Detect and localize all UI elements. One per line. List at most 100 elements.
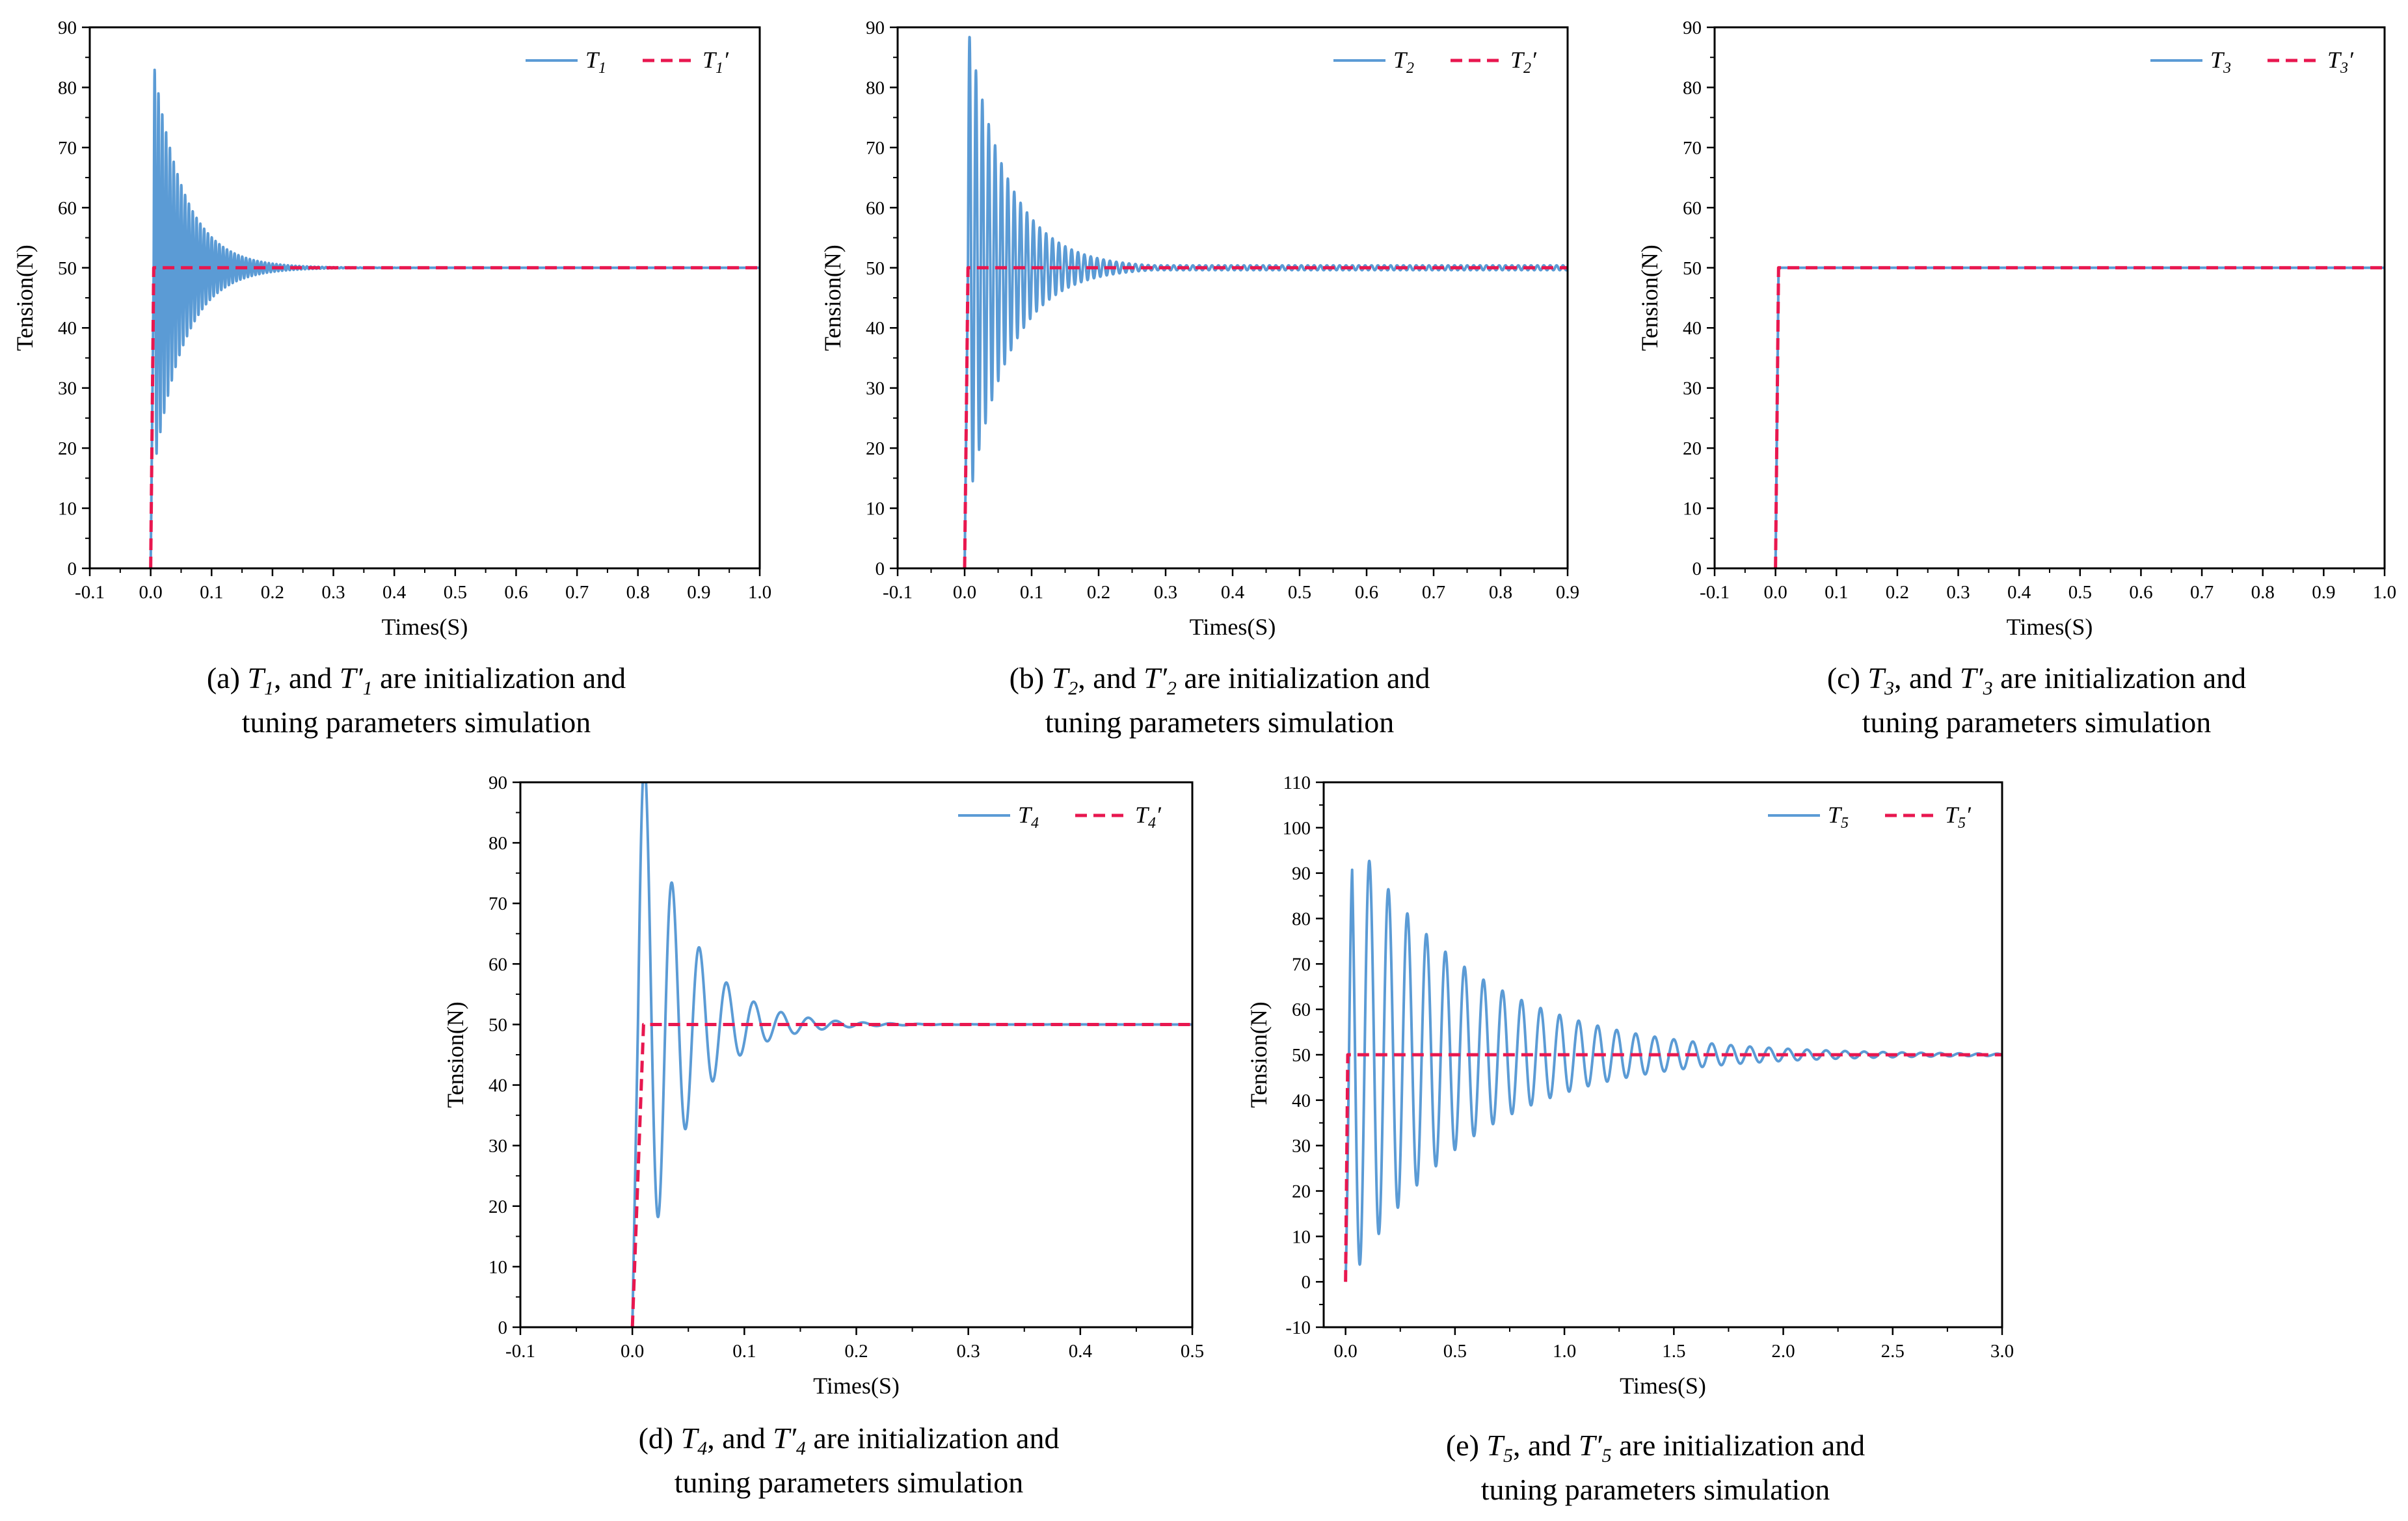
y-tick-label: 50 xyxy=(1683,258,1702,279)
y-tick-label: 20 xyxy=(866,438,885,459)
chart-a: -0.1 0.0 0.1 0.2 0.3 0.4 0.5 0.6 0.7 0.8 0.9 1.0 0 10… xyxy=(12,18,771,739)
y-tick-label: 50 xyxy=(1292,1045,1311,1066)
legend: T4 T4′ xyxy=(958,802,1162,832)
y-tick-label: 10 xyxy=(58,499,77,520)
x-tick-label: 0.6 xyxy=(1355,582,1378,603)
x-axis-title: Times(S) xyxy=(1620,1373,1706,1399)
caption-line-2: tuning parameters simulation xyxy=(1045,706,1395,739)
series-line-measured xyxy=(149,68,760,568)
chart-d: -0.1 0.0 0.1 0.2 0.3 0.4 0.5 0 10 20 30 40 50 60 70 80 9… xyxy=(442,773,1204,1499)
caption-line-1: (a) T1, and T′1 are initialization and xyxy=(207,661,626,699)
x-axis-title: Times(S) xyxy=(1190,614,1276,640)
series-line-measured xyxy=(1774,266,2385,568)
y-tick-label: 30 xyxy=(1292,1136,1311,1157)
y-axis-title: Tension(N) xyxy=(442,1001,468,1107)
y-tick-label: 10 xyxy=(866,499,885,520)
y-tick-label: 0 xyxy=(68,559,77,579)
x-tick-label: 0.0 xyxy=(1334,1341,1358,1362)
x-tick-label: 0.0 xyxy=(139,582,163,603)
caption: (e) T5, and T′5 are initialization and tu… xyxy=(1446,1429,1865,1506)
x-tick-label: 0.4 xyxy=(2007,582,2031,603)
y-tick-label: 0 xyxy=(876,559,885,579)
y-tick-label: 90 xyxy=(488,773,507,793)
x-tick-label: 0.8 xyxy=(1489,582,1512,603)
y-tick-label: 70 xyxy=(1292,954,1311,975)
y-axis-title: Tension(N) xyxy=(1246,1001,1272,1107)
y-tick-label: 90 xyxy=(866,18,885,38)
x-tick-label: 0.2 xyxy=(844,1341,868,1362)
x-tick-label: -0.1 xyxy=(75,582,105,603)
x-tick-label: 0.4 xyxy=(1221,582,1245,603)
y-tick-label: 10 xyxy=(488,1257,507,1278)
x-tick-label: 0.2 xyxy=(261,582,284,603)
x-tick-label: 0.0 xyxy=(953,582,976,603)
x-tick-label: 0.8 xyxy=(626,582,650,603)
y-tick-label: 30 xyxy=(866,378,885,399)
x-axis-title: Times(S) xyxy=(2007,614,2093,640)
y-tick-label: 10 xyxy=(1292,1226,1311,1247)
x-tick-label: 0.1 xyxy=(200,582,223,603)
legend-label-reference: T1′ xyxy=(702,47,729,77)
legend-label-reference: T4′ xyxy=(1135,802,1162,832)
y-tick-label: 20 xyxy=(58,438,77,459)
y-tick-label: 60 xyxy=(488,954,507,975)
y-tick-label: 0 xyxy=(1692,559,1702,579)
x-tick-label: 0.2 xyxy=(1886,582,1909,603)
x-tick-label: 2.0 xyxy=(1771,1341,1795,1362)
x-tick-label: 0.9 xyxy=(687,582,710,603)
series-line-reference xyxy=(963,266,1568,568)
legend-label-measured: T2 xyxy=(1393,47,1414,77)
legend-label-reference: T3′ xyxy=(2327,47,2354,77)
x-tick-label: 0.1 xyxy=(1825,582,1848,603)
x-tick-label: 0.6 xyxy=(504,582,528,603)
chart-c: -0.1 0.0 0.1 0.2 0.3 0.4 0.5 0.6 0.7 0.8 0.9 1.0 0 10… xyxy=(1637,18,2396,739)
caption-line-1: (e) T5, and T′5 are initialization and xyxy=(1446,1429,1865,1466)
y-tick-label: 70 xyxy=(866,138,885,159)
caption-line-2: tuning parameters simulation xyxy=(1862,706,2212,739)
plot-frame xyxy=(1322,781,2003,1329)
legend-label-measured: T5 xyxy=(1828,802,1849,832)
plot-frame xyxy=(1713,26,2386,570)
y-tick-label: 50 xyxy=(488,1014,507,1035)
x-tick-label: 0.0 xyxy=(1764,582,1787,603)
x-tick-label: 0.5 xyxy=(2068,582,2092,603)
y-tick-label: 0 xyxy=(498,1317,508,1338)
caption-line-1: (c) T3, and T′3 are initialization and xyxy=(1827,661,2246,699)
y-tick-label: 90 xyxy=(1292,864,1311,884)
y-tick-label: 90 xyxy=(58,18,77,38)
caption-line-1: (b) T2, and T′2 are initialization and xyxy=(1010,661,1430,699)
y-tick-label: 30 xyxy=(58,378,77,399)
x-tick-label: 0.5 xyxy=(1181,1341,1204,1362)
y-tick-label: 20 xyxy=(1292,1182,1311,1202)
series-group xyxy=(149,68,760,568)
y-tick-label: 70 xyxy=(1683,138,1702,159)
caption-line-2: tuning parameters simulation xyxy=(242,706,591,739)
x-tick-label: 1.0 xyxy=(748,582,771,603)
x-tick-label: 0.3 xyxy=(1154,582,1177,603)
y-tick-label: 40 xyxy=(58,318,77,339)
y-tick-label: 80 xyxy=(58,77,77,98)
caption: (a) T1, and T′1 are initialization and tu… xyxy=(207,661,626,739)
x-tick-label: 0.8 xyxy=(2251,582,2275,603)
x-tick-label: 0.3 xyxy=(321,582,345,603)
caption: (d) T4, and T′4 are initialization and tu… xyxy=(639,1422,1060,1499)
legend-label-reference: T5′ xyxy=(1945,802,1972,832)
y-tick-label: 0 xyxy=(1302,1272,1311,1293)
x-tick-label: -0.1 xyxy=(883,582,913,603)
y-tick-label: 30 xyxy=(1683,378,1702,399)
series-group xyxy=(630,782,1192,1327)
y-tick-label: 40 xyxy=(1292,1091,1311,1111)
x-tick-label: -0.1 xyxy=(1700,582,1730,603)
y-tick-label: 60 xyxy=(58,198,77,218)
y-axis-title: Tension(N) xyxy=(1637,245,1663,350)
series-group xyxy=(963,36,1568,568)
y-tick-label: 40 xyxy=(1683,318,1702,339)
y-tick-label: 40 xyxy=(488,1076,507,1096)
series-line-reference xyxy=(1774,266,2385,568)
series-line-reference xyxy=(1344,1053,2002,1282)
x-tick-label: 0.3 xyxy=(1946,582,1970,603)
x-tick-label: 2.5 xyxy=(1881,1341,1905,1362)
y-tick-label: 60 xyxy=(866,198,885,218)
x-tick-label: 1.5 xyxy=(1662,1341,1685,1362)
